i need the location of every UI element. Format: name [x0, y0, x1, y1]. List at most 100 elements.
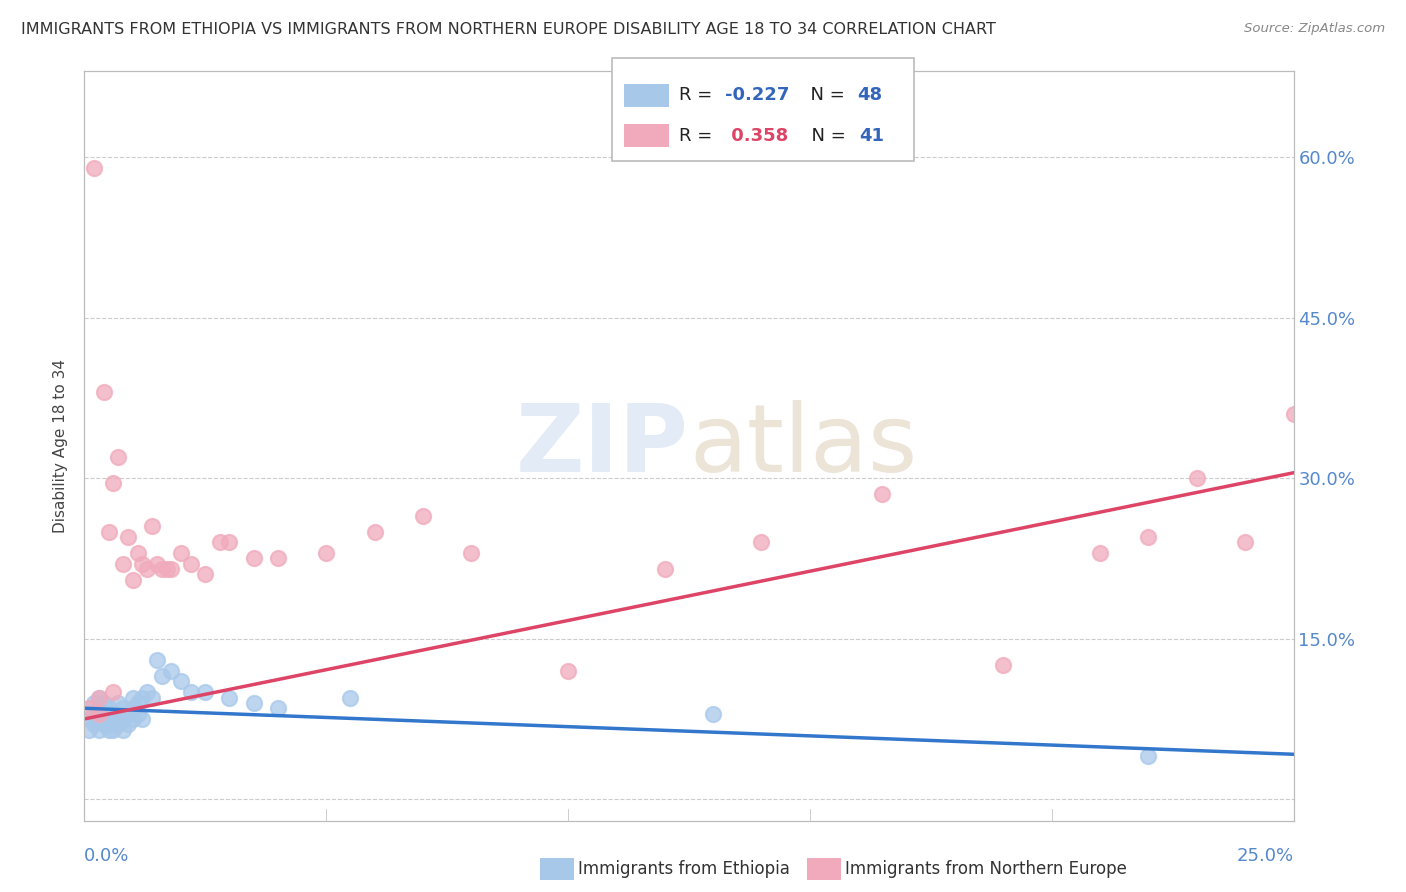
Point [87, 690, 110, 705]
Point [112, 712, 135, 726]
Point [77, 712, 100, 726]
Point [83, 717, 105, 731]
Y-axis label: Disability Age 18 to 34: Disability Age 18 to 34 [53, 359, 69, 533]
Point [83, 706, 105, 721]
Point [97, 712, 120, 726]
Point [654, 562, 676, 576]
Point [131, 712, 153, 726]
Point [1282, 407, 1305, 421]
Point [87, 706, 110, 721]
Point [460, 546, 482, 560]
Point [1137, 530, 1160, 544]
Point [117, 530, 139, 544]
Point [97, 717, 120, 731]
Point [363, 524, 385, 539]
Text: Source: ZipAtlas.com: Source: ZipAtlas.com [1244, 22, 1385, 36]
Point [702, 706, 724, 721]
Point [160, 664, 183, 678]
Point [194, 685, 217, 699]
Point [87, 723, 110, 737]
Point [93, 717, 115, 731]
Text: R =: R = [679, 127, 718, 145]
Text: IMMIGRANTS FROM ETHIOPIA VS IMMIGRANTS FROM NORTHERN EUROPE DISABILITY AGE 18 TO: IMMIGRANTS FROM ETHIOPIA VS IMMIGRANTS F… [21, 22, 995, 37]
Point [150, 669, 173, 683]
Point [170, 674, 193, 689]
Point [146, 653, 169, 667]
Point [83, 696, 105, 710]
Point [218, 690, 240, 705]
Point [242, 696, 264, 710]
Point [112, 557, 135, 571]
Point [141, 519, 163, 533]
Point [93, 385, 115, 400]
Point [872, 487, 894, 501]
Text: 41: 41 [859, 127, 884, 145]
Point [83, 161, 105, 175]
Point [993, 658, 1015, 673]
Text: N =: N = [799, 87, 851, 104]
Point [103, 712, 125, 726]
Point [180, 557, 202, 571]
Point [121, 701, 143, 715]
Point [97, 701, 120, 715]
Point [1088, 546, 1111, 560]
Point [208, 535, 231, 549]
Point [93, 696, 115, 710]
Text: ZIP: ZIP [516, 400, 689, 492]
Point [170, 546, 193, 560]
Text: R =: R = [679, 87, 718, 104]
Text: N =: N = [800, 127, 852, 145]
Point [121, 573, 143, 587]
Point [97, 524, 120, 539]
Point [218, 535, 240, 549]
Point [121, 712, 143, 726]
Point [1137, 749, 1160, 764]
Point [146, 557, 169, 571]
Point [127, 546, 149, 560]
Text: 25.0%: 25.0% [1236, 847, 1294, 865]
Point [141, 690, 163, 705]
Point [242, 551, 264, 566]
Point [412, 508, 434, 523]
Point [103, 476, 125, 491]
Point [751, 535, 773, 549]
Point [77, 701, 100, 715]
Point [131, 557, 153, 571]
Point [155, 562, 177, 576]
Point [77, 723, 100, 737]
Point [127, 706, 149, 721]
Point [117, 717, 139, 731]
Point [87, 701, 110, 715]
Point [121, 690, 143, 705]
Point [87, 690, 110, 705]
Point [267, 701, 290, 715]
Text: 0.358: 0.358 [725, 127, 789, 145]
Point [339, 690, 361, 705]
Text: Immigrants from Ethiopia: Immigrants from Ethiopia [578, 860, 790, 878]
Point [267, 551, 290, 566]
Point [136, 562, 159, 576]
Point [107, 450, 129, 464]
Text: -0.227: -0.227 [725, 87, 790, 104]
Text: atlas: atlas [689, 400, 917, 492]
Point [112, 723, 135, 737]
Point [107, 717, 129, 731]
Point [194, 567, 217, 582]
Point [557, 664, 579, 678]
Point [103, 723, 125, 737]
Point [127, 696, 149, 710]
Point [131, 690, 153, 705]
Point [103, 706, 125, 721]
Text: 0.0%: 0.0% [84, 847, 129, 865]
Point [107, 706, 129, 721]
Text: Immigrants from Northern Europe: Immigrants from Northern Europe [845, 860, 1126, 878]
Point [150, 562, 173, 576]
Point [180, 685, 202, 699]
Point [107, 696, 129, 710]
Point [136, 685, 159, 699]
Point [112, 701, 135, 715]
Point [103, 685, 125, 699]
Point [160, 562, 183, 576]
Point [87, 712, 110, 726]
Point [97, 723, 120, 737]
